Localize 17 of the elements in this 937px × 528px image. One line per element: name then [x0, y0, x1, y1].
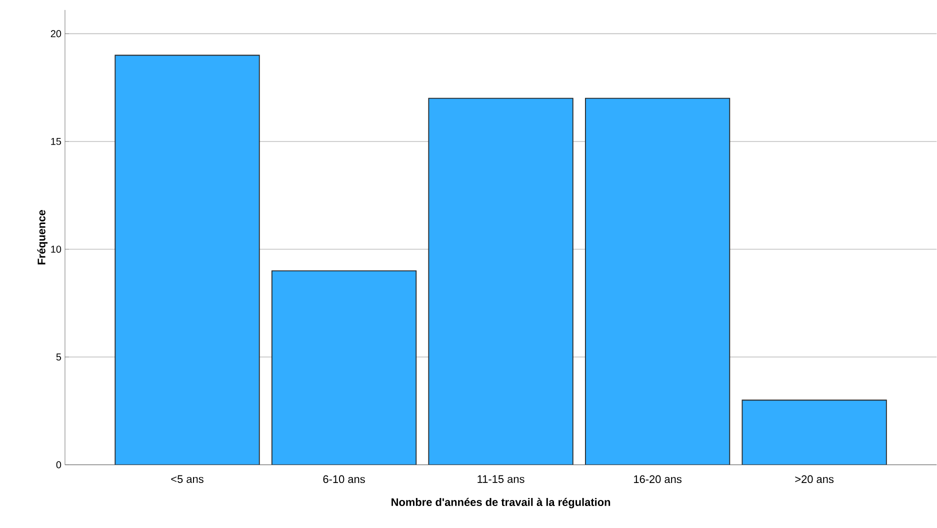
bar [428, 98, 574, 465]
y-tick-label: 5 [56, 354, 62, 361]
bar [742, 400, 887, 465]
x-tick-label: 11-15 ans [478, 475, 524, 484]
y-tick-label: 20 [50, 30, 62, 38]
bar [114, 54, 260, 465]
y-axis-title: Fréquence [37, 210, 48, 264]
y-tick-label: 10 [51, 246, 62, 253]
y-tick-label: 0 [56, 461, 62, 468]
x-tick-label: 6-10 ans [323, 475, 365, 484]
x-tick-label: <5 ans [171, 475, 204, 484]
y-tick-label: 15 [51, 138, 62, 146]
x-tick-label: 16-20 ans [634, 475, 682, 484]
bar [584, 98, 730, 465]
x-axis-title: Nombre d'années de travail à la régulation [392, 498, 610, 508]
x-tick-label: >20 ans [795, 475, 834, 484]
bar [271, 270, 417, 465]
